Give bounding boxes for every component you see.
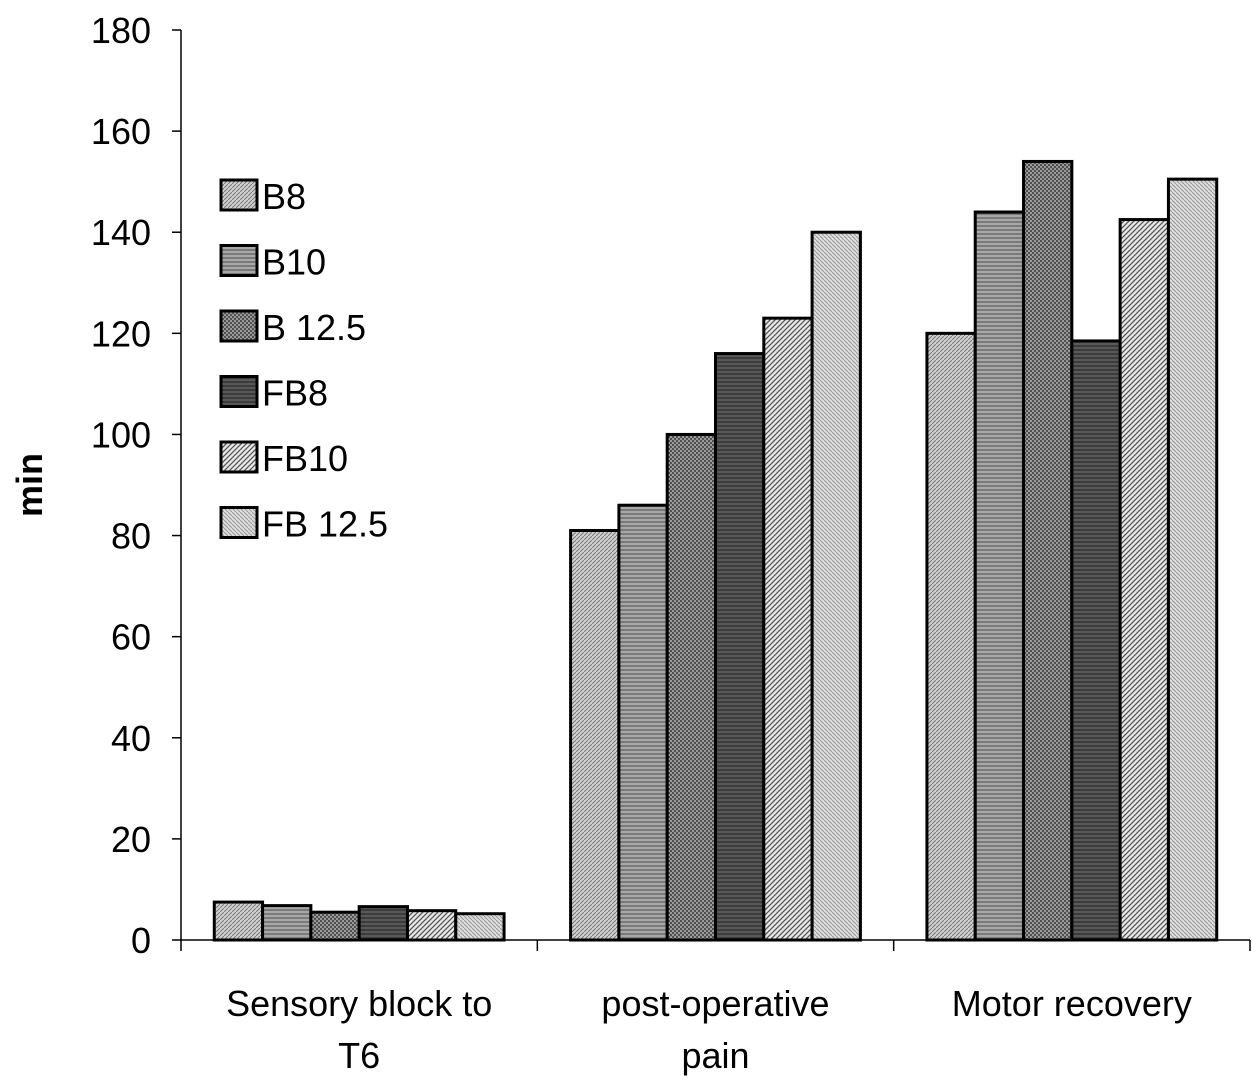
bar-b8-cat2: [569, 529, 621, 942]
legend-label: FB10: [262, 438, 348, 479]
legend-label: FB8: [262, 373, 328, 414]
bar-fb10-cat2: [762, 316, 814, 942]
bar-b8-cat1: [212, 900, 265, 942]
y-tick-label: 100: [91, 414, 151, 455]
bar-b10-cat3: [973, 210, 1026, 942]
legend-label: B10: [262, 242, 326, 283]
x-category-label: pain: [681, 1035, 749, 1076]
y-tick-label: 80: [111, 516, 151, 557]
y-tick-label: 120: [91, 313, 151, 354]
y-axis-title: min: [9, 453, 50, 517]
legend-swatch: [219, 244, 259, 277]
y-tick-label: 160: [91, 111, 151, 152]
x-category-label: post-operative: [601, 983, 829, 1024]
bar-b12.5-cat3: [1022, 159, 1074, 942]
bar-fb12.5-cat2: [810, 230, 862, 942]
legend-label: B 12.5: [262, 307, 366, 348]
bar-b12.5-cat2: [665, 432, 718, 942]
bar-b8-cat3: [925, 331, 977, 942]
y-ticks: 0 20 40 60 80 100 120 140 160 180: [91, 10, 181, 961]
bar-fb8-cat1: [357, 905, 409, 942]
legend: B8 B10 B 12.5 FB8 FB10 FB 12.5: [219, 176, 388, 545]
bar-fb12.5-cat1: [454, 912, 506, 942]
bar-b12.5-cat1: [309, 910, 361, 942]
y-tick-label: 140: [91, 212, 151, 253]
y-tick-label: 180: [91, 10, 151, 51]
legend-swatch: [219, 375, 259, 408]
legend-swatch: [219, 440, 259, 474]
legend-swatch: [219, 506, 259, 539]
y-tick-label: 0: [131, 920, 151, 961]
bars: [212, 159, 1219, 942]
bar-fb12.5-cat3: [1166, 177, 1219, 942]
bar-fb10-cat1: [405, 909, 458, 942]
x-ticks: [180, 940, 1251, 951]
y-tick-label: 60: [111, 617, 151, 658]
bar-fb8-cat2: [714, 352, 766, 942]
legend-label: B8: [262, 176, 306, 217]
bar-b10-cat2: [617, 503, 669, 942]
bar-b10-cat1: [261, 904, 313, 942]
category-labels: Sensory block to T6 post-operative pain Moto…: [226, 983, 1192, 1076]
legend-swatch: [219, 178, 259, 212]
bar-fb10-cat3: [1118, 218, 1170, 942]
y-tick-label: 20: [111, 819, 151, 860]
y-tick-label: 40: [111, 718, 151, 759]
x-category-label: Motor recovery: [952, 983, 1192, 1024]
x-category-label: Sensory block to: [226, 983, 492, 1024]
legend-label: FB 12.5: [262, 504, 388, 545]
bar-fb8-cat3: [1070, 339, 1122, 942]
legend-swatch: [219, 309, 259, 343]
x-category-label: T6: [338, 1035, 380, 1076]
